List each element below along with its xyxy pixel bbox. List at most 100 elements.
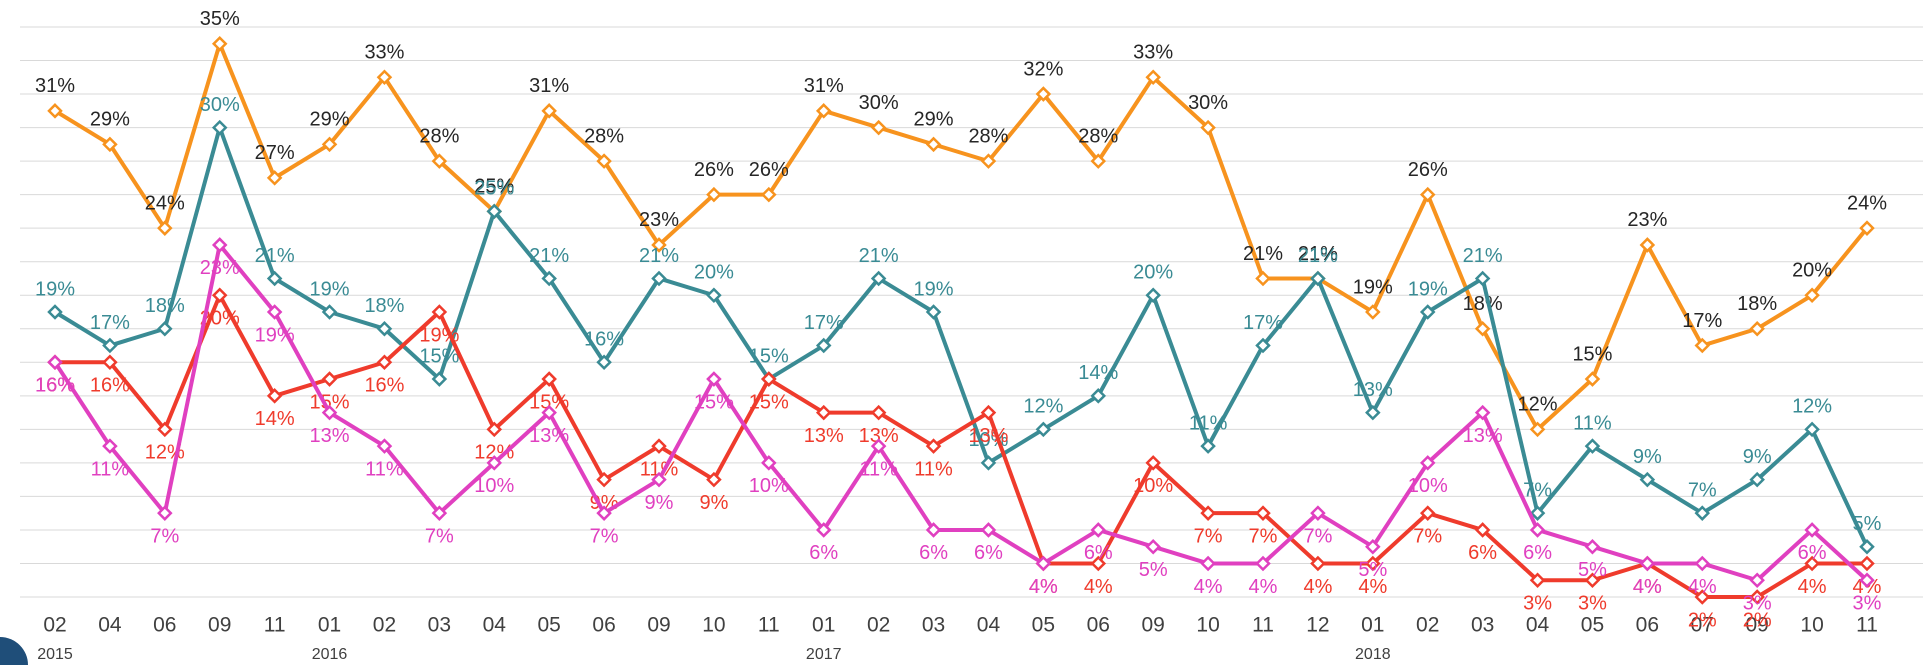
point-marker xyxy=(1419,455,1436,471)
point-marker xyxy=(376,354,393,371)
value-label: 26% xyxy=(694,159,734,181)
value-label: 6% xyxy=(974,542,1003,564)
x-tick-label: 06 xyxy=(1087,614,1110,637)
year-label: 2016 xyxy=(312,646,348,663)
x-tick-label: 10 xyxy=(702,614,725,637)
value-label: 7% xyxy=(425,525,454,547)
point-marker xyxy=(870,404,887,421)
point-marker xyxy=(321,304,338,320)
point-marker xyxy=(1859,538,1875,555)
point-marker xyxy=(157,320,173,337)
value-label: 25% xyxy=(474,178,514,200)
value-label: 29% xyxy=(914,109,954,131)
series-line xyxy=(53,125,1869,548)
value-label: 21% xyxy=(255,245,295,267)
point-marker xyxy=(1255,505,1271,521)
point-marker xyxy=(596,354,612,371)
value-label: 20% xyxy=(1133,262,1173,284)
point-marker xyxy=(266,304,283,320)
point-marker xyxy=(486,203,503,220)
value-label: 10% xyxy=(1408,475,1448,497)
value-label: 4% xyxy=(1688,576,1717,598)
point-marker xyxy=(1694,589,1711,605)
x-tick-label: 05 xyxy=(1581,614,1604,637)
point-marker xyxy=(376,438,393,454)
value-label: 10% xyxy=(474,475,514,497)
value-label: 6% xyxy=(1084,542,1113,564)
x-tick-label: 09 xyxy=(1746,614,1769,637)
value-label: 7% xyxy=(1194,525,1223,547)
x-tick-label: 05 xyxy=(538,614,561,637)
value-label: 21% xyxy=(1243,243,1283,265)
value-label: 7% xyxy=(590,525,619,547)
value-label: 3% xyxy=(1853,593,1882,615)
point-marker xyxy=(870,438,887,454)
point-marker xyxy=(211,119,228,136)
value-label: 4% xyxy=(1303,576,1332,598)
point-marker xyxy=(157,505,173,521)
point-marker xyxy=(1639,555,1656,572)
point-marker xyxy=(815,337,832,354)
point-marker xyxy=(761,455,777,471)
point-marker xyxy=(1639,237,1656,253)
point-marker xyxy=(651,471,667,488)
point-marker xyxy=(376,69,393,86)
value-label: 5% xyxy=(1853,513,1882,535)
value-label: 30% xyxy=(1188,92,1228,114)
value-label: 11% xyxy=(91,458,130,480)
x-tick-label: 11 xyxy=(758,614,780,637)
value-label: 23% xyxy=(639,209,679,231)
year-label: 2015 xyxy=(37,646,73,663)
value-label: 9% xyxy=(1633,446,1662,468)
point-marker xyxy=(431,153,448,169)
x-tick-label: 10 xyxy=(1800,614,1823,637)
value-label: 29% xyxy=(90,109,130,131)
value-label: 21% xyxy=(639,245,679,267)
value-label: 19% xyxy=(914,278,954,300)
point-marker xyxy=(1035,421,1052,438)
point-marker xyxy=(1200,555,1216,572)
value-label: 4% xyxy=(1029,576,1058,598)
point-marker xyxy=(1859,572,1875,589)
value-label: 6% xyxy=(919,542,948,564)
point-marker xyxy=(980,522,997,538)
x-tick-label: 11 xyxy=(264,614,286,637)
value-label: 4% xyxy=(1194,576,1223,598)
point-marker xyxy=(266,170,283,186)
point-marker xyxy=(1749,572,1765,589)
decor-circle xyxy=(0,637,28,665)
point-marker xyxy=(761,371,777,387)
value-label: 9% xyxy=(699,492,728,514)
value-label: 15% xyxy=(1572,343,1612,365)
point-marker xyxy=(1255,270,1271,287)
value-label: 6% xyxy=(1798,542,1827,564)
point-marker xyxy=(157,421,173,438)
value-label: 4% xyxy=(1798,576,1827,598)
value-label: 27% xyxy=(255,142,295,164)
value-label: 4% xyxy=(1633,576,1662,598)
value-label: 20% xyxy=(694,262,734,284)
value-label: 16% xyxy=(584,329,624,351)
value-label: 5% xyxy=(1139,559,1168,581)
value-label: 17% xyxy=(1682,310,1722,332)
x-tick-label: 02 xyxy=(1416,614,1439,637)
point-marker xyxy=(1804,287,1820,304)
value-label: 10% xyxy=(749,475,789,497)
x-tick-label: 12 xyxy=(1306,614,1329,637)
point-marker xyxy=(1529,505,1546,521)
value-label: 12% xyxy=(474,442,514,464)
value-label: 13% xyxy=(859,425,899,447)
point-marker xyxy=(1365,555,1381,572)
value-label: 29% xyxy=(310,109,350,131)
point-marker xyxy=(211,35,228,52)
point-marker xyxy=(486,455,503,471)
value-label: 23% xyxy=(1627,209,1667,231)
value-label: 28% xyxy=(1078,125,1118,147)
x-tick-label: 02 xyxy=(43,614,66,637)
value-label: 4% xyxy=(1249,576,1278,598)
value-label: 18% xyxy=(364,295,404,317)
x-tick-label: 01 xyxy=(812,614,835,637)
value-label: 15% xyxy=(749,345,789,367)
